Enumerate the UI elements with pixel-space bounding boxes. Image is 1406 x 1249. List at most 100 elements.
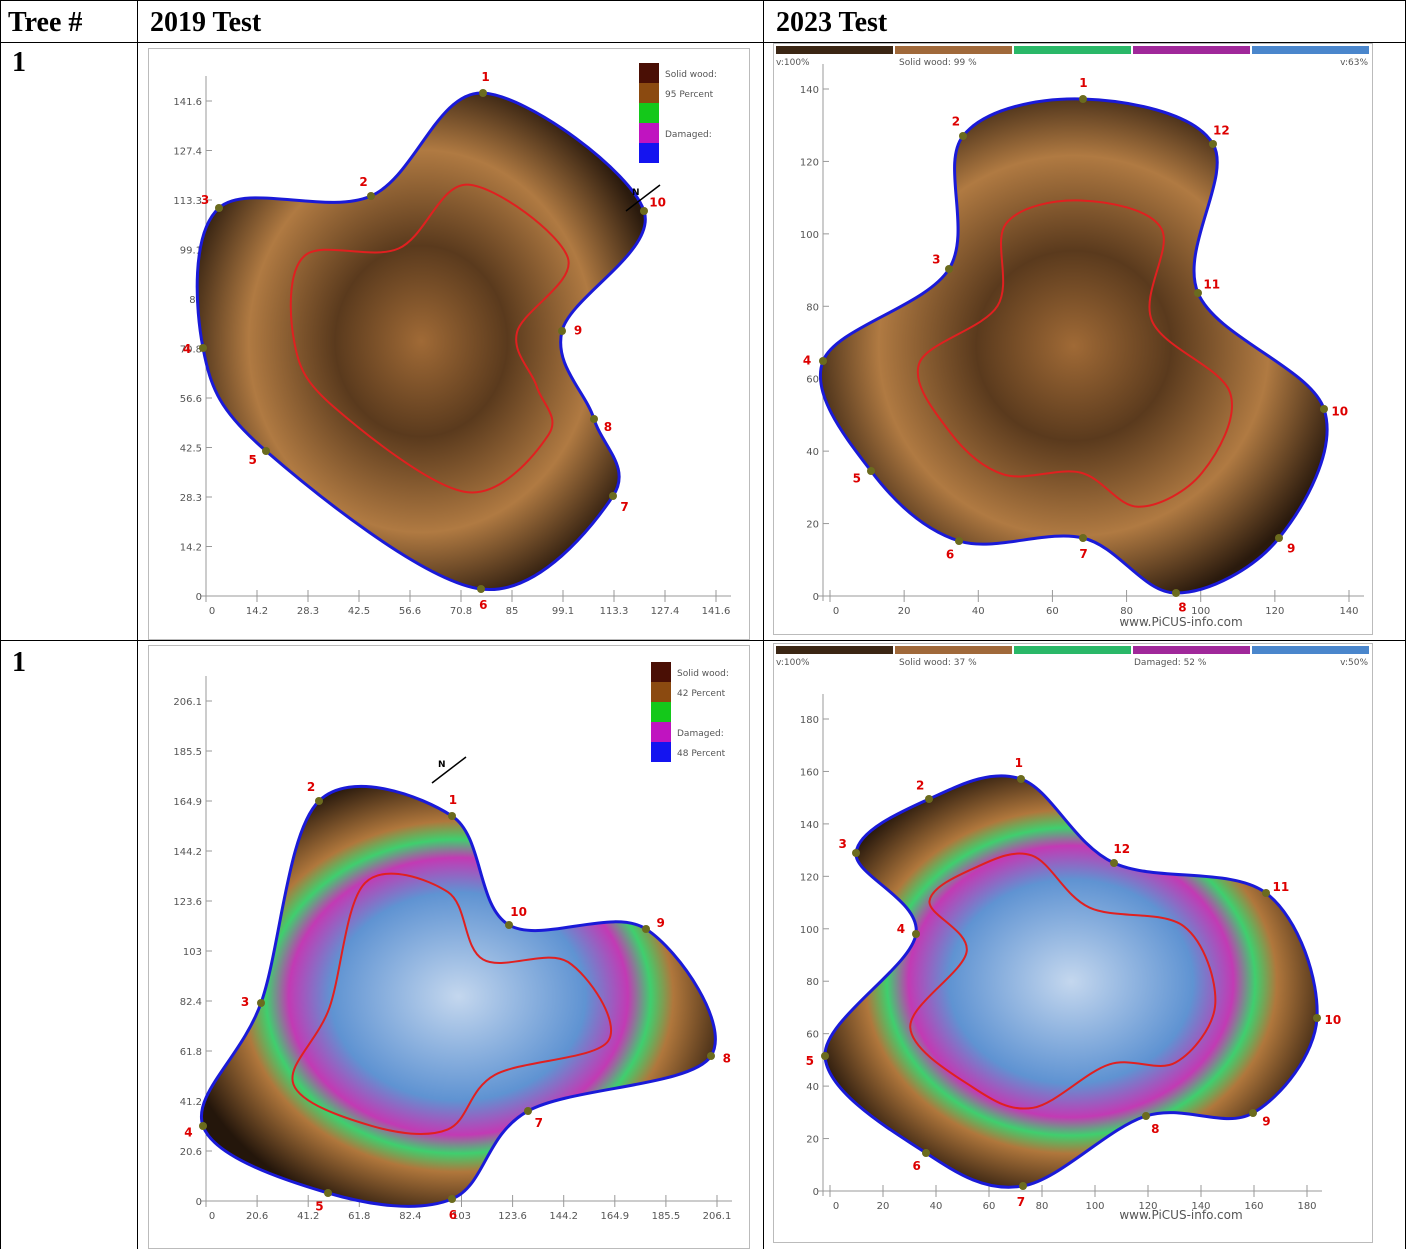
sensor <box>707 1052 715 1060</box>
sensor <box>852 849 860 857</box>
sensor-label: 4 <box>803 354 811 368</box>
rule <box>763 0 764 1249</box>
tomogram: 0204060801001201400204060801001201401234… <box>773 43 1373 635</box>
x-tick-label: 85 <box>506 606 519 617</box>
sensor-label: 4 <box>897 922 905 936</box>
header-cell: 2019 Test <box>150 8 261 38</box>
y-tick-label: 185.5 <box>173 747 202 758</box>
sensor-label: 3 <box>201 193 209 207</box>
scale-label: v:63% <box>1340 58 1368 68</box>
sensor-label: 7 <box>1017 1195 1025 1209</box>
sensor-label: 12 <box>1113 842 1130 856</box>
sensor <box>448 1195 456 1203</box>
sensor <box>642 925 650 933</box>
scale-segment <box>895 46 1012 54</box>
page: {"table":{"header":["Tree #","2019 Test"… <box>0 0 1406 1249</box>
sensor <box>821 1052 829 1060</box>
sensor-label: 8 <box>1151 1122 1159 1136</box>
sensor-label: 9 <box>574 324 582 338</box>
sensor-label: 6 <box>479 598 487 612</box>
sensor <box>199 1122 207 1130</box>
y-tick-label: 160 <box>800 767 819 778</box>
tree-number: 1 <box>12 48 26 78</box>
legend-label: 42 Percent <box>677 689 726 699</box>
sensor <box>819 357 827 365</box>
sensor <box>1209 140 1217 148</box>
sensor <box>262 447 270 455</box>
x-tick-label: 113.3 <box>600 606 629 617</box>
sensor-label: 5 <box>806 1054 814 1068</box>
x-tick-label: 0 <box>833 606 839 617</box>
y-tick-label: 60 <box>806 1030 819 1041</box>
sensor <box>1275 534 1283 542</box>
sensor-label: 10 <box>510 905 527 919</box>
x-tick-label: 160 <box>1244 1201 1263 1212</box>
scale-segment <box>1014 46 1131 54</box>
sensor-label: 10 <box>649 196 666 210</box>
y-tick-label: 56.6 <box>180 394 202 405</box>
scale-label: v:100% <box>776 658 810 668</box>
sensor-label: 3 <box>241 995 249 1009</box>
y-tick-label: 40 <box>806 447 819 458</box>
north-label: N <box>438 760 446 770</box>
x-tick-label: 120 <box>1265 606 1284 617</box>
sensor <box>955 537 963 545</box>
x-tick-label: 141.6 <box>702 606 731 617</box>
watermark: www.PiCUS-info.com <box>1119 615 1242 629</box>
scale-label: v:100% <box>776 58 810 68</box>
x-tick-label: 60 <box>983 1201 996 1212</box>
sensor-label: 7 <box>620 500 628 514</box>
y-tick-label: 42.5 <box>180 444 202 455</box>
scale-segment <box>1252 646 1369 654</box>
legend-swatch <box>639 143 659 163</box>
sensor-label: 2 <box>307 780 315 794</box>
sensor-label: 4 <box>183 342 191 356</box>
sensor-label: 5 <box>248 453 256 467</box>
sensor <box>558 327 566 335</box>
y-tick-label: 120 <box>800 157 819 168</box>
sensor <box>1019 1182 1027 1190</box>
scale-label: Solid wood: 99 % <box>899 58 977 68</box>
sensor <box>959 132 967 140</box>
legend-label: Solid wood: <box>665 70 717 80</box>
sensor <box>590 415 598 423</box>
x-tick-label: 164.9 <box>600 1211 629 1222</box>
scale-segment <box>1014 646 1131 654</box>
sensor-label: 9 <box>657 916 665 930</box>
x-tick-label: 20 <box>898 606 911 617</box>
sensor <box>448 812 456 820</box>
cross-section <box>820 99 1327 593</box>
sensor-label: 2 <box>359 175 367 189</box>
y-tick-label: 141.6 <box>173 97 202 108</box>
legend-swatch <box>639 123 659 143</box>
legend-label: 95 Percent <box>665 90 714 100</box>
x-tick-label: 206.1 <box>703 1211 732 1222</box>
x-tick-label: 144.2 <box>549 1211 578 1222</box>
header-cell: Tree # <box>8 8 82 38</box>
sensor <box>640 207 648 215</box>
y-tick-label: 120 <box>800 872 819 883</box>
x-tick-label: 80 <box>1036 1201 1049 1212</box>
sensor <box>199 344 207 352</box>
cross-section <box>201 786 715 1206</box>
sensor <box>524 1107 532 1115</box>
sensor-label: 2 <box>952 115 960 129</box>
y-tick-label: 28.3 <box>180 493 202 504</box>
y-tick-label: 0 <box>196 1197 202 1208</box>
sensor <box>1142 1112 1150 1120</box>
x-tick-label: 20.6 <box>246 1211 268 1222</box>
y-tick-label: 0 <box>813 1187 819 1198</box>
legend-label: 48 Percent <box>677 749 726 759</box>
y-tick-label: 0 <box>813 592 819 603</box>
y-tick-label: 113.3 <box>173 196 202 207</box>
y-tick-label: 180 <box>800 715 819 726</box>
sensor <box>1313 1014 1321 1022</box>
scale-segment <box>1133 46 1250 54</box>
sensor-label: 1 <box>449 793 457 807</box>
sensor <box>925 795 933 803</box>
sensor-label: 8 <box>604 420 612 434</box>
sensor-label: 5 <box>853 471 861 485</box>
sensor <box>367 192 375 200</box>
sensor-label: 3 <box>932 252 940 266</box>
